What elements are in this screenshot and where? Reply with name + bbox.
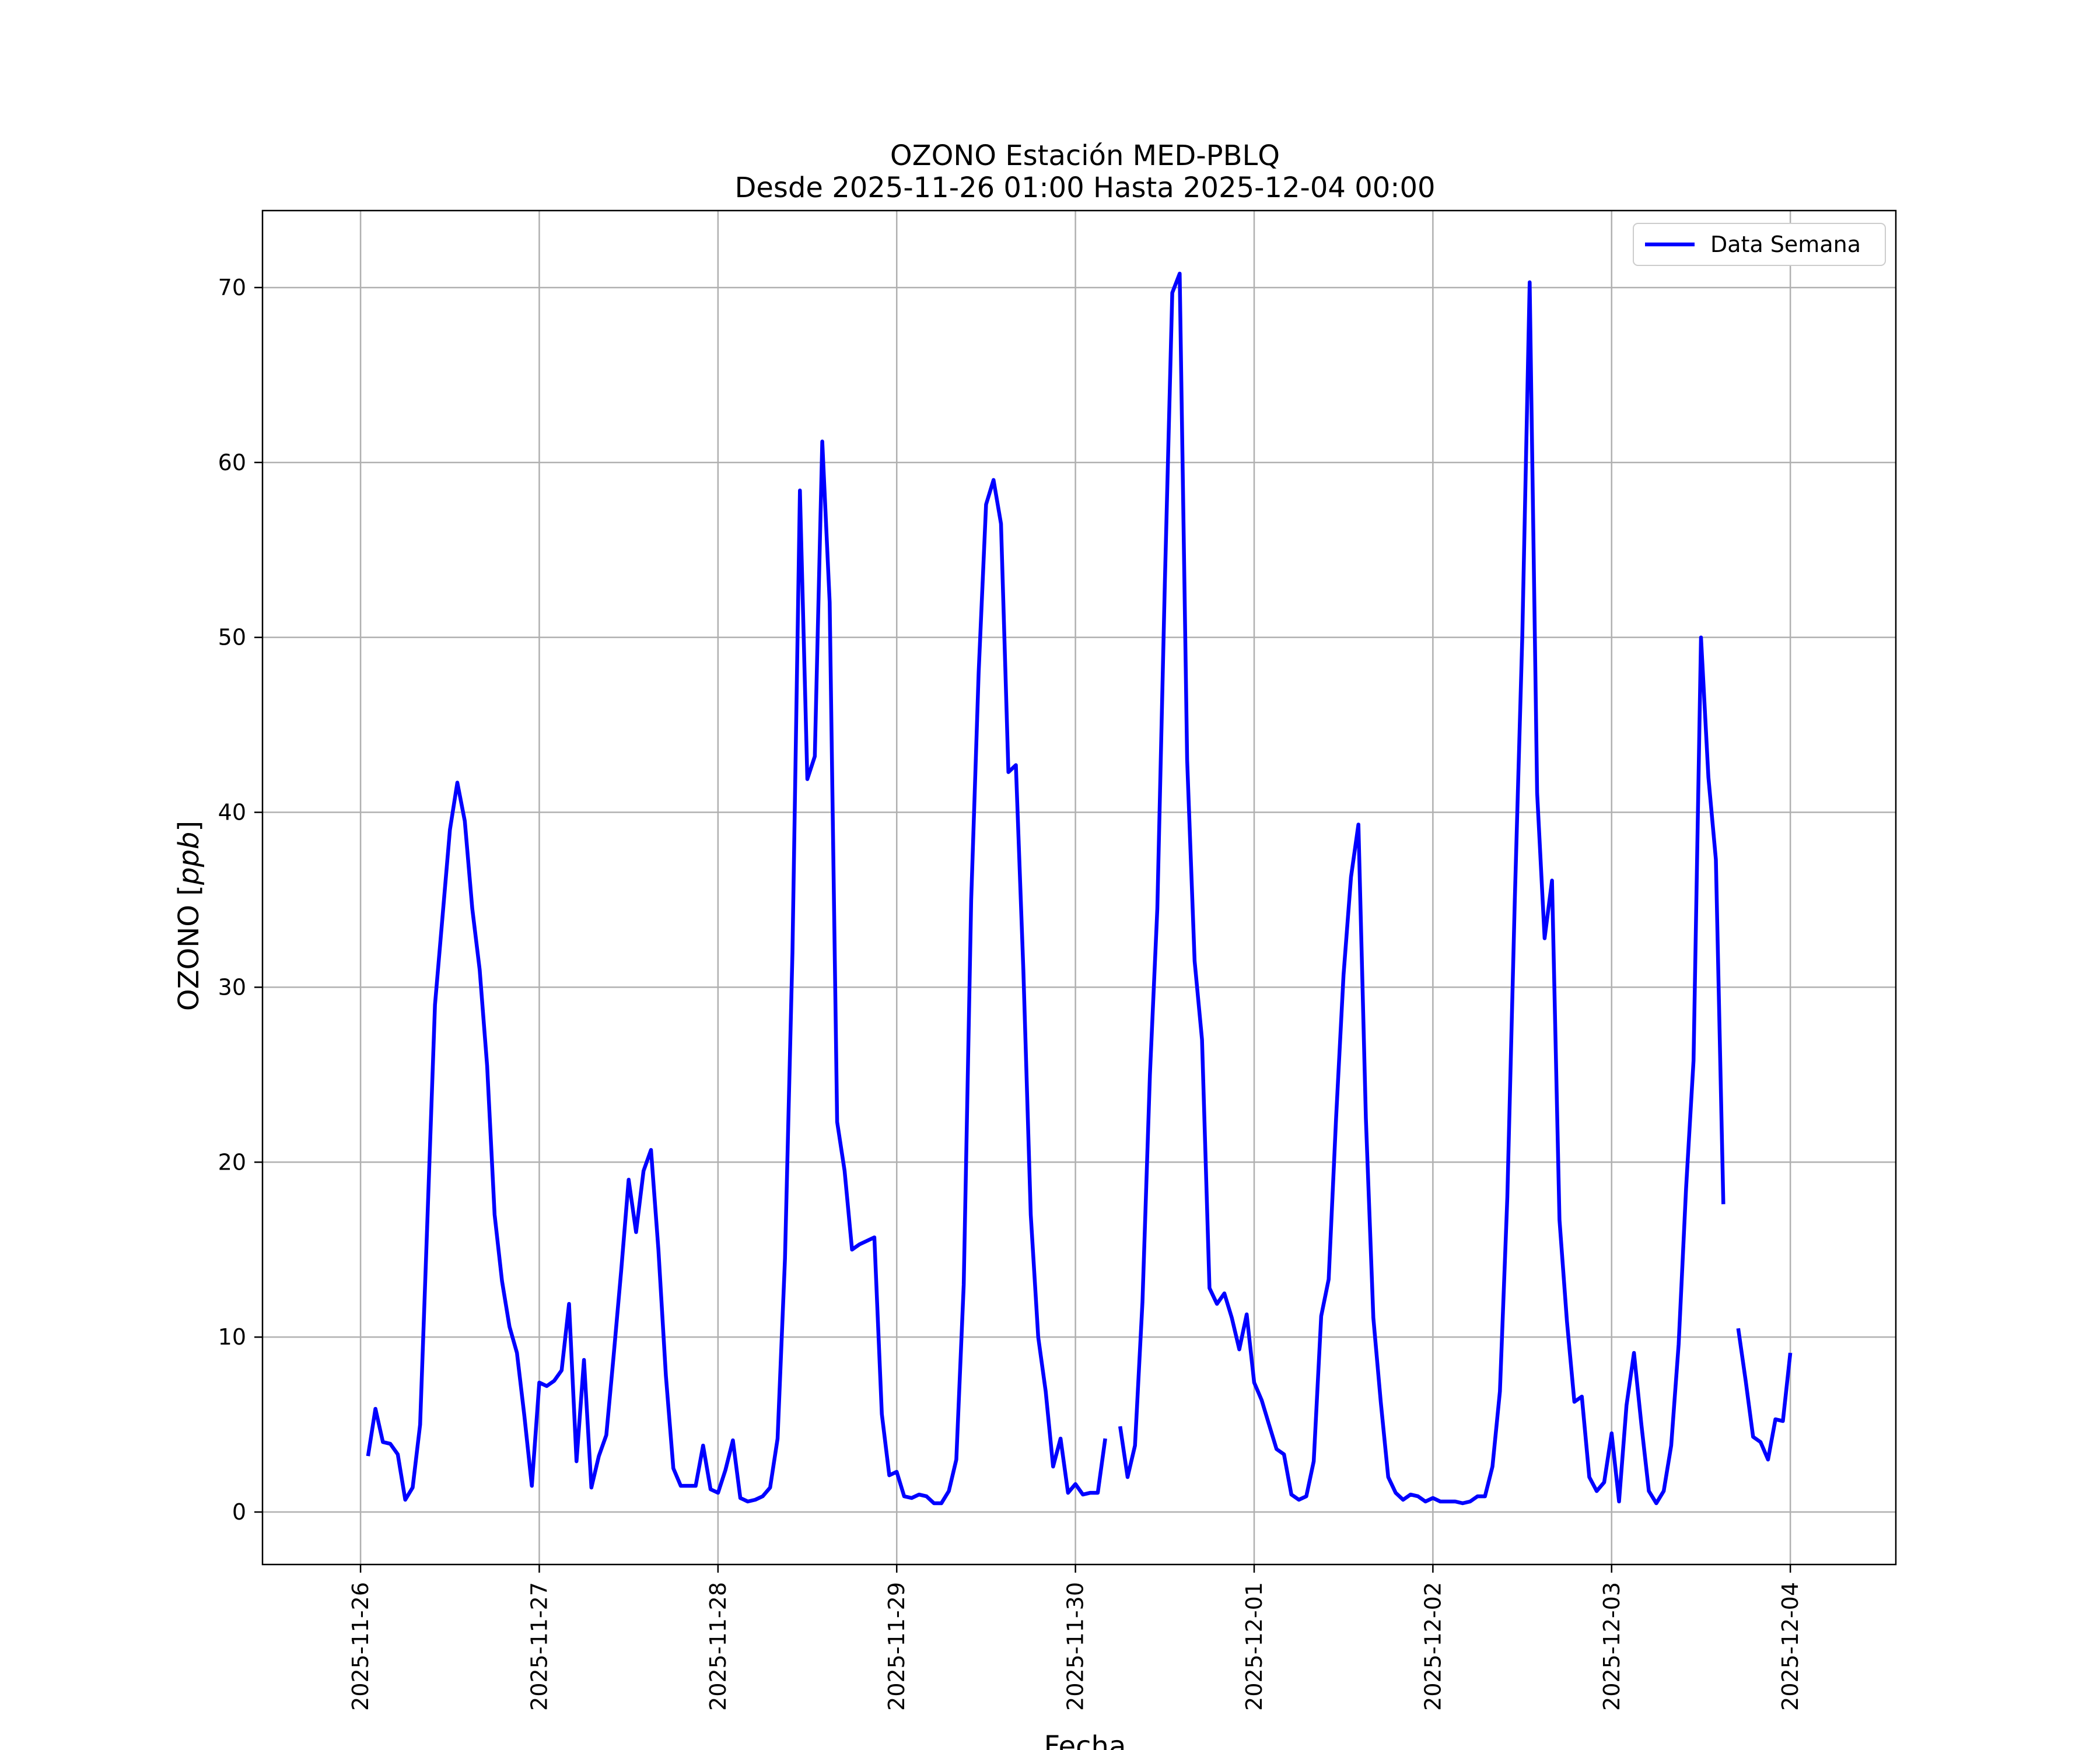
- y-tick-label: 40: [218, 800, 246, 825]
- x-tick-label: 2025-11-29: [884, 1582, 909, 1711]
- y-tick-label: 50: [218, 625, 246, 650]
- plot-frame: [261, 209, 1897, 1566]
- chart-title: OZONO Estación MED-PBLQ: [890, 139, 1280, 172]
- series-line: [1736, 1328, 1793, 1462]
- data-series-layer: [366, 271, 1793, 1506]
- y-tick-label: 70: [218, 275, 246, 300]
- y-axis-label-suffix: ]: [173, 821, 205, 832]
- grid-lines: [262, 211, 1896, 1564]
- x-tick-label: 2025-11-26: [348, 1582, 373, 1711]
- x-tick-label: 2025-12-01: [1241, 1582, 1267, 1711]
- x-axis-label: Fecha: [1044, 1730, 1126, 1750]
- x-tick-label: 2025-12-04: [1777, 1582, 1803, 1711]
- y-axis-label-prefix: OZONO [: [173, 885, 205, 1011]
- x-tick-label: 2025-12-03: [1599, 1582, 1625, 1711]
- legend-box: [1633, 223, 1886, 266]
- y-axis-label-unit: ppb: [173, 832, 205, 886]
- y-tick-label: 30: [218, 974, 246, 1000]
- legend-label: Data Semana: [1710, 232, 1861, 257]
- y-tick-label: 10: [218, 1324, 246, 1350]
- y-tick-label: 0: [232, 1499, 246, 1525]
- y-tick-label: 60: [218, 450, 246, 475]
- x-tick-label: 2025-12-02: [1420, 1582, 1446, 1711]
- x-tick-label: 2025-11-30: [1063, 1582, 1088, 1711]
- legend: Data Semana: [1633, 223, 1886, 266]
- x-tick-label: 2025-11-27: [526, 1582, 552, 1711]
- x-tick-label: 2025-11-28: [705, 1582, 731, 1711]
- series-line: [1118, 271, 1726, 1506]
- chart-subtitle: Desde 2025-11-26 01:00 Hasta 2025-12-04 …: [734, 172, 1435, 204]
- y-axis-label: OZONO [ppb]: [173, 821, 205, 1011]
- axis-ticks: 2025-11-26 2025-11-27 2025-11-28 2025-11-29…: [218, 275, 1804, 1711]
- series-line: [366, 439, 1107, 1506]
- y-tick-label: 20: [218, 1149, 246, 1175]
